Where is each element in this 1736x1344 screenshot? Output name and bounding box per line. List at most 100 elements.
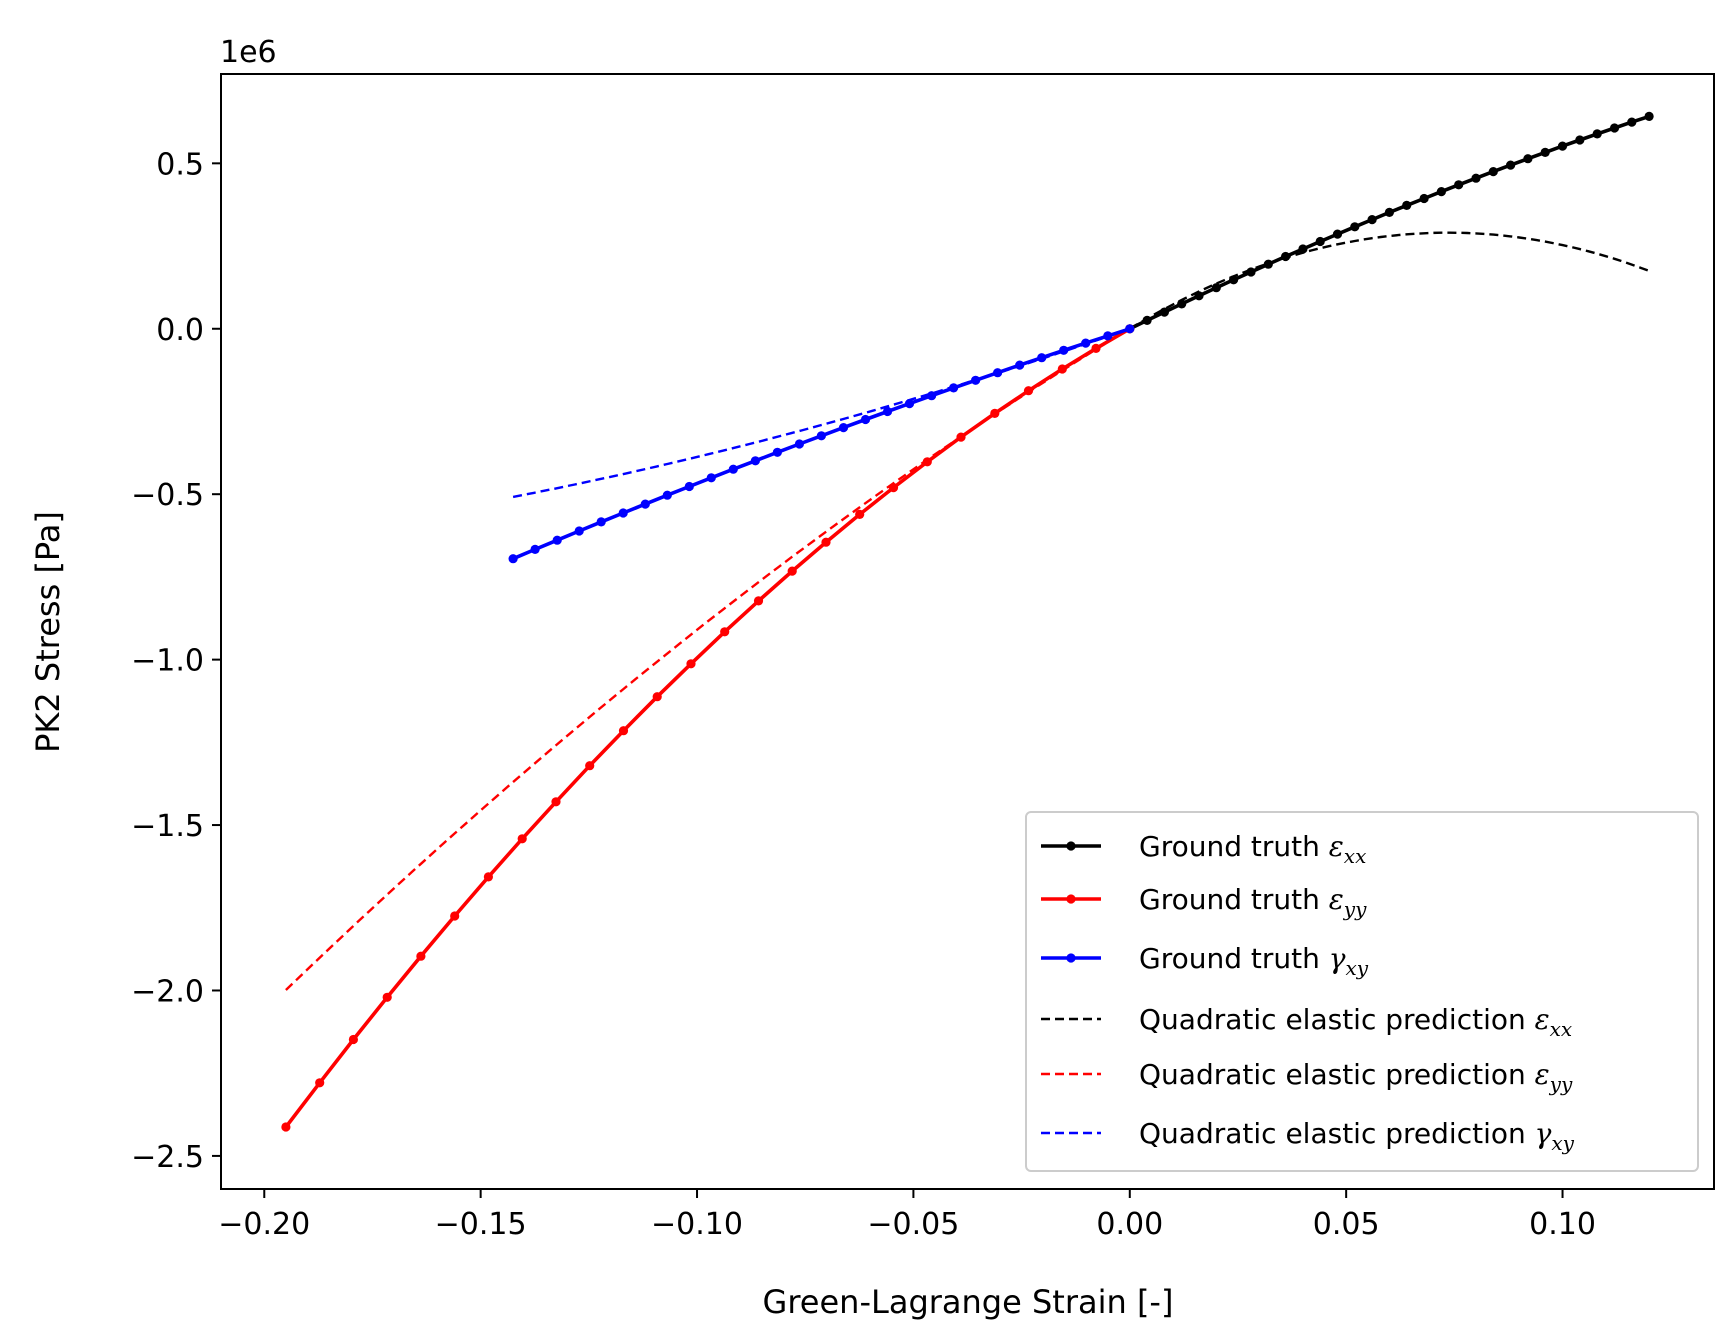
- legend-label: Ground truth εyy: [1139, 883, 1367, 921]
- data-point: [728, 464, 738, 474]
- plot-layer: [281, 111, 1654, 1132]
- data-point: [1037, 353, 1047, 363]
- data-point: [1246, 267, 1256, 277]
- data-point: [971, 375, 981, 385]
- data-point: [530, 544, 540, 555]
- series-prediction-epsxx: [1129, 231, 1650, 330]
- legend-swatch-marker: [1066, 894, 1076, 904]
- x-tick-label: −0.15: [435, 1207, 527, 1242]
- data-point: [281, 1122, 291, 1132]
- data-point: [1211, 283, 1221, 293]
- data-point: [652, 692, 662, 702]
- data-point: [1350, 222, 1360, 232]
- data-point: [990, 408, 1000, 418]
- x-tick-label: 0.00: [1096, 1207, 1163, 1242]
- series-prediction-epsyy: [285, 327, 1131, 991]
- data-point: [382, 992, 392, 1002]
- data-point: [1384, 207, 1394, 217]
- data-point: [1298, 244, 1308, 254]
- data-point: [662, 490, 672, 500]
- data-point: [551, 797, 561, 807]
- data-point: [993, 368, 1003, 378]
- series-ground-truth-epsxx: [1125, 111, 1654, 334]
- series-line: [284, 327, 1131, 1129]
- x-tick-label: −0.05: [867, 1207, 959, 1242]
- legend-item: Ground truth εyy: [1041, 883, 1367, 921]
- data-point: [838, 423, 849, 433]
- series-prediction-gammaxy: [512, 327, 1131, 499]
- y-tick-label: −2.5: [131, 1140, 204, 1175]
- y-tick-label: 0.5: [156, 147, 204, 182]
- data-point: [1471, 173, 1481, 183]
- data-point: [1575, 135, 1585, 145]
- x-tick-label: −0.10: [651, 1207, 743, 1242]
- data-point: [821, 537, 831, 547]
- data-point: [1125, 324, 1135, 334]
- data-point: [794, 439, 805, 449]
- x-tick-label: 0.05: [1313, 1207, 1380, 1242]
- data-point: [750, 456, 761, 466]
- data-point: [1103, 331, 1113, 341]
- data-point: [1557, 141, 1568, 151]
- data-point: [1540, 147, 1550, 157]
- data-point: [787, 566, 797, 576]
- legend-swatch-marker: [1066, 841, 1076, 851]
- data-point: [416, 951, 426, 961]
- data-point: [618, 508, 628, 518]
- data-point: [1488, 167, 1498, 177]
- data-point: [1402, 200, 1412, 210]
- legend-item: Quadratic elastic prediction εxx: [1041, 1003, 1572, 1041]
- data-point: [574, 526, 584, 536]
- axes-layer: −0.20 −0.15 −0.10 −0.05 0.00 0.05 0.10 0.5 0.0 −0…: [131, 147, 1596, 1242]
- data-point: [1627, 117, 1637, 127]
- data-point: [956, 432, 966, 442]
- data-point: [753, 596, 764, 606]
- data-point: [315, 1078, 325, 1088]
- data-point: [1057, 364, 1067, 374]
- legend-item: Ground truth εxx: [1041, 830, 1366, 868]
- data-point: [1592, 129, 1602, 139]
- legend-item: Ground truth γxy: [1041, 942, 1369, 980]
- data-point: [1023, 386, 1034, 396]
- legend-item: Quadratic elastic prediction εyy: [1041, 1058, 1573, 1096]
- data-point: [1091, 343, 1101, 353]
- data-point: [1015, 360, 1025, 370]
- x-tick-label: 0.10: [1529, 1207, 1596, 1242]
- series-line: [285, 327, 1131, 991]
- y-offset-text: 1e6: [220, 35, 277, 70]
- data-point: [618, 726, 629, 736]
- y-axis-label: PK2 Stress [Pa]: [29, 511, 67, 753]
- axes-frame: [220, 73, 1715, 1190]
- data-point: [1177, 299, 1187, 309]
- legend-label: Ground truth εxx: [1139, 830, 1366, 868]
- data-point: [640, 499, 650, 509]
- data-point: [860, 414, 871, 425]
- data-point: [517, 834, 527, 844]
- legend-item: Quadratic elastic prediction γxy: [1041, 1117, 1575, 1155]
- data-point: [686, 659, 696, 669]
- data-point: [585, 761, 595, 771]
- data-point: [1332, 229, 1343, 239]
- data-point: [927, 391, 937, 401]
- series-line: [1129, 231, 1650, 330]
- data-point: [1142, 315, 1152, 325]
- y-tick-label: −0.5: [131, 478, 204, 513]
- data-point: [1454, 180, 1464, 190]
- data-point: [596, 517, 606, 527]
- series-line: [512, 327, 1131, 499]
- legend-swatch-marker: [1066, 953, 1076, 963]
- legend-label: Quadratic elastic prediction εyy: [1139, 1058, 1573, 1096]
- data-point: [1644, 111, 1654, 121]
- data-point: [1263, 259, 1273, 269]
- data-point: [483, 872, 493, 882]
- data-point: [1159, 307, 1169, 317]
- data-point: [904, 399, 915, 409]
- data-point: [684, 481, 694, 492]
- data-point: [348, 1034, 358, 1045]
- series-ground-truth-gammaxy: [508, 324, 1135, 564]
- x-tick-label: −0.20: [218, 1207, 310, 1242]
- data-point: [508, 554, 518, 564]
- legend-label: Ground truth γxy: [1139, 942, 1369, 980]
- data-point: [1609, 123, 1620, 133]
